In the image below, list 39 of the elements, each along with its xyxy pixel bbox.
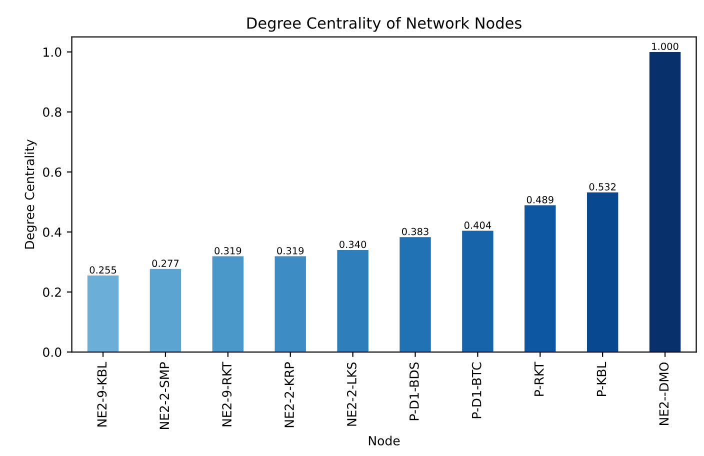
data-label: 0.532 <box>589 183 616 190</box>
data-label: 1.000 <box>652 42 678 50</box>
chart-title: Degree Centrality of Network Nodes <box>247 16 522 32</box>
data-label: 0.255 <box>90 266 116 274</box>
data-label: 0.383 <box>402 228 428 236</box>
bar <box>586 192 618 352</box>
data-label: 0.319 <box>214 247 242 254</box>
x-tick-label: P-D1-BTC <box>472 362 482 418</box>
x-tick-label: NE2-9-RKT <box>222 362 232 426</box>
x-tick-label: P-D1-BDS <box>409 362 419 420</box>
x-axis-title: Node <box>368 436 400 446</box>
y-tick-label: 0.2 <box>43 287 61 297</box>
bar <box>462 230 494 352</box>
data-label: 0.404 <box>464 222 492 229</box>
x-tick-label: NE2-9-KBL <box>97 362 107 426</box>
x-tick-label: P-RKT <box>534 362 544 396</box>
x-tick-label: NE2--DMO <box>659 362 669 425</box>
bar <box>87 276 119 352</box>
bar <box>524 205 556 352</box>
data-label: 0.319 <box>277 247 304 254</box>
y-tick-label: 0.6 <box>43 167 62 177</box>
x-tick-label: NE2-2-KRP <box>284 362 294 428</box>
bar <box>150 268 182 352</box>
bar <box>337 250 368 352</box>
bar <box>400 237 431 352</box>
data-label: 0.489 <box>526 196 554 204</box>
y-tick-label: 0.4 <box>43 227 62 237</box>
data-label: 0.340 <box>340 240 366 248</box>
y-tick-label: 0.0 <box>43 348 62 357</box>
x-tick-label: NE2-2-LKS <box>346 362 356 426</box>
y-tick-label: 1.0 <box>44 47 62 57</box>
bar <box>212 256 244 352</box>
data-label: 0.277 <box>152 260 179 268</box>
y-tick-label: 0.8 <box>43 107 62 117</box>
y-axis-title: Degree Centrality <box>24 139 37 249</box>
bar <box>274 256 306 352</box>
x-tick-label: P-KBL <box>596 362 606 396</box>
bar <box>649 52 681 352</box>
x-tick-label: NE2-2-SMP <box>160 362 170 429</box>
